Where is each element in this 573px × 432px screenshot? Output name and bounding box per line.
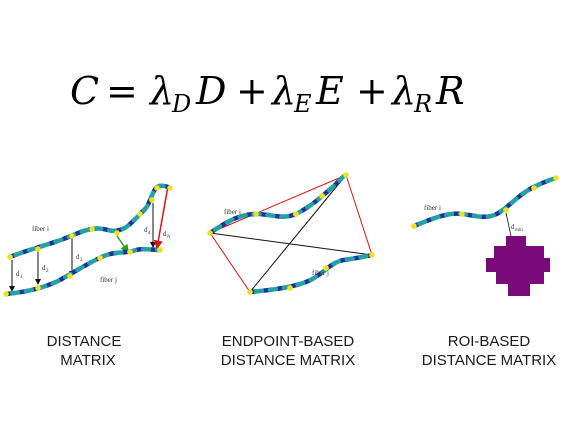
eq-var-e: E bbox=[315, 69, 344, 113]
panel-distance-matrix: fiber i fiber j d 1 d 2 d 3 d 4 d N DIST… bbox=[3, 183, 173, 369]
fiber-i-curve-teal bbox=[7, 183, 173, 260]
d1-label: d bbox=[16, 270, 20, 278]
fiber-j-label: fiber j bbox=[100, 276, 117, 284]
eq-plus-1: + bbox=[236, 69, 268, 113]
endpoint-line-red-3 bbox=[209, 232, 251, 293]
caption-roi-line1: ROI-BASED bbox=[448, 333, 531, 350]
endpoint-nodes bbox=[207, 172, 375, 295]
roi-dmin-line bbox=[505, 212, 512, 237]
eq-sub-d: D bbox=[171, 90, 191, 118]
caption-distance-line2: MATRIX bbox=[60, 352, 116, 369]
dn-label: d bbox=[163, 230, 167, 238]
eq-sub-r: R bbox=[413, 90, 432, 118]
eq-equals: = bbox=[106, 69, 138, 113]
endpoint-fiber-i-label: fiber i bbox=[224, 208, 241, 216]
eq-plus-2: + bbox=[356, 69, 388, 113]
fiber-i-label: fiber i bbox=[32, 225, 49, 233]
eq-lambda-r: λ bbox=[390, 69, 416, 113]
d4-label: d bbox=[144, 226, 148, 234]
panel-roi-matrix: fiber i d min ROI-BASED DISTANCE MATRIX bbox=[411, 175, 559, 369]
panel-endpoint-matrix: fiber i fiber j ENDPOINT-BASED DISTANCE … bbox=[207, 172, 375, 369]
fiber-nodes bbox=[3, 185, 173, 297]
endpoint-line-black-1 bbox=[209, 232, 373, 256]
d1-sub: 1 bbox=[20, 275, 23, 280]
caption-roi-line2: DISTANCE MATRIX bbox=[422, 352, 556, 369]
eq-var-r: R bbox=[435, 69, 465, 113]
eq-var-d: D bbox=[195, 69, 226, 113]
caption-endpoint-line1: ENDPOINT-BASED bbox=[222, 333, 355, 350]
roi-fiber-i-teal bbox=[411, 175, 559, 229]
roi-dmin-label: d bbox=[511, 223, 515, 231]
fiber-j-curve-dark bbox=[3, 246, 163, 297]
endpoint-line-black-2 bbox=[249, 174, 347, 293]
roi-fiber-i-label: fiber i bbox=[424, 204, 441, 212]
eq-lambda-e: λ bbox=[270, 69, 296, 113]
d2-label: d bbox=[42, 264, 46, 272]
caption-distance-line1: DISTANCE bbox=[47, 333, 122, 350]
caption-endpoint-line2: DISTANCE MATRIX bbox=[221, 352, 355, 369]
eq-lhs: C bbox=[70, 69, 99, 113]
roi-region bbox=[486, 236, 550, 296]
roi-nodes bbox=[411, 175, 559, 229]
endpoint-line-red-1 bbox=[209, 174, 347, 234]
d3-sub: 3 bbox=[80, 258, 83, 263]
distance-arrow-green bbox=[116, 235, 129, 254]
endpoint-line-red-2 bbox=[345, 174, 373, 256]
fiber-j-curve-teal bbox=[3, 246, 163, 297]
d4-sub: 4 bbox=[148, 231, 151, 236]
eq-lambda-d: λ bbox=[148, 69, 174, 113]
distance-arrow-red bbox=[153, 185, 169, 250]
endpoint-fiber-j-label: fiber j bbox=[312, 269, 329, 277]
eq-sub-e: E bbox=[293, 90, 312, 118]
endpoint-fiber-j-teal bbox=[247, 252, 375, 295]
cost-equation: C = λ D D + λ E E + λ R R bbox=[70, 69, 465, 118]
roi-dmin-sub: min bbox=[515, 228, 523, 233]
d3-label: d bbox=[76, 253, 80, 261]
d2-sub: 2 bbox=[46, 269, 49, 274]
dn-sub: N bbox=[167, 235, 171, 240]
